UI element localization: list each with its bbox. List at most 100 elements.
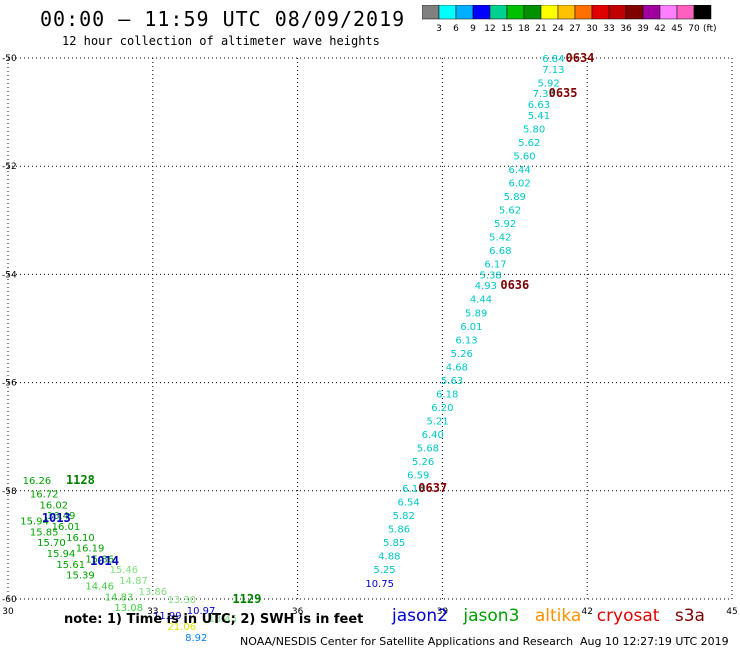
wave-height-point: 5.21 bbox=[426, 416, 448, 427]
wave-height-point: 13.86 bbox=[138, 587, 167, 598]
colorbar-swatch bbox=[693, 5, 712, 20]
wave-height-point: 5.68 bbox=[417, 444, 439, 455]
wave-height-point: 16.02 bbox=[40, 500, 69, 511]
wave-height-point: 6.54 bbox=[397, 498, 419, 509]
wave-height-point: 13.08 bbox=[114, 603, 143, 614]
wave-height-point: 21.06 bbox=[167, 622, 196, 633]
x-tick-label: 39 bbox=[437, 607, 449, 617]
wave-height-point: 16.01 bbox=[52, 522, 81, 533]
wave-height-point: 6.20 bbox=[431, 403, 453, 414]
colorbar-label: 6 bbox=[453, 24, 459, 34]
wave-height-point: 16.19 bbox=[76, 544, 105, 555]
wave-height-point: 6.44 bbox=[508, 165, 530, 176]
wave-height-point: 16.49 bbox=[47, 511, 76, 522]
colorbar-label: 12 bbox=[484, 24, 495, 34]
wave-height-point: 6.84 bbox=[542, 54, 564, 65]
wave-height-point: 10.97 bbox=[187, 606, 216, 617]
colorbar-label: 27 bbox=[569, 24, 580, 34]
wave-height-point: 11.99 bbox=[153, 611, 182, 622]
y-tick-label: -50 bbox=[2, 54, 17, 64]
wave-height-point: 15.61 bbox=[56, 560, 85, 571]
y-tick-label: -56 bbox=[2, 379, 17, 389]
wave-height-point: 4.88 bbox=[378, 552, 400, 563]
wave-height-point: 15.39 bbox=[66, 571, 95, 582]
wave-height-point: 14.87 bbox=[119, 576, 148, 587]
wave-height-point: 5.26 bbox=[451, 349, 473, 360]
colorbar-unit: (ft) bbox=[703, 24, 717, 34]
x-tick-label: 45 bbox=[726, 607, 737, 617]
colorbar: 3 6 9 12 15 18 21 24 27 30 33 36 39 42 45 70 (ft) bbox=[422, 5, 717, 34]
colorbar-label: 15 bbox=[501, 24, 512, 34]
wave-height-point: 5.92 bbox=[494, 219, 516, 230]
wave-height-point: 5.41 bbox=[528, 111, 550, 122]
wave-height-point: 7.13 bbox=[542, 65, 564, 76]
wave-height-point: 5.38 bbox=[480, 270, 502, 281]
wave-height-point: 5.62 bbox=[499, 205, 521, 216]
x-tick-label: 33 bbox=[147, 607, 158, 617]
x-tick-label: 42 bbox=[581, 607, 592, 617]
colorbar-label: 24 bbox=[552, 24, 564, 34]
wave-height-point: 5.26 bbox=[412, 457, 434, 468]
wave-height-point: 5.85 bbox=[383, 538, 405, 549]
colorbar-label: 70 bbox=[688, 24, 700, 34]
legend-altika: altika bbox=[534, 606, 582, 626]
wave-height-point: 5.42 bbox=[489, 233, 511, 244]
y-tick-label: -60 bbox=[2, 595, 17, 605]
plot-frame bbox=[7, 57, 733, 600]
wave-height-point: 5.62 bbox=[518, 138, 540, 149]
wave-height-point: 4.68 bbox=[446, 362, 468, 373]
wave-height-point: 14.46 bbox=[85, 581, 114, 592]
wave-height-point: 5.86 bbox=[388, 525, 410, 536]
wave-height-point: 4.44 bbox=[470, 295, 492, 306]
wave-height-point: 15.70 bbox=[37, 538, 66, 549]
wave-height-point: 6.17 bbox=[484, 260, 506, 271]
wave-height-point: 5.92 bbox=[537, 78, 559, 89]
wave-height-point: 6.18 bbox=[402, 484, 424, 495]
pass-time-label: 1129 bbox=[232, 592, 261, 606]
wave-height-point: 4.93 bbox=[475, 281, 497, 292]
wave-height-point: 8.92 bbox=[185, 633, 207, 644]
colorbar-label: 21 bbox=[535, 24, 546, 34]
colorbar-label: 30 bbox=[586, 24, 598, 34]
wave-height-point: 5.60 bbox=[513, 151, 535, 162]
credit-line: NOAA/NESDIS Center for Satellite Applica… bbox=[240, 635, 574, 648]
wave-height-point: 5.89 bbox=[465, 308, 487, 319]
wave-height-point: 10.75 bbox=[365, 579, 394, 590]
pass-time-label: 1128 bbox=[66, 473, 95, 487]
colorbar-label: 42 bbox=[654, 24, 665, 34]
wave-height-point: 15.94 bbox=[20, 517, 49, 528]
wave-height-point: 14.83 bbox=[105, 592, 134, 603]
wave-height-point: 5.82 bbox=[393, 511, 415, 522]
colorbar-label: 9 bbox=[470, 24, 476, 34]
colorbar-label: 33 bbox=[603, 24, 614, 34]
wave-height-point: 6.01 bbox=[460, 322, 482, 333]
colorbar-label: 45 bbox=[671, 24, 682, 34]
wave-height-point: 15.86 bbox=[85, 554, 114, 565]
pass-time-label: 0634 bbox=[566, 51, 595, 65]
x-tick-label: 36 bbox=[292, 607, 304, 617]
legend-s3a: s3a bbox=[674, 606, 705, 626]
wave-height-point: 6.59 bbox=[407, 471, 429, 482]
wave-height-point: 5.63 bbox=[441, 376, 463, 387]
wave-height-point: 15.94 bbox=[47, 549, 76, 560]
wave-height-point: 6.68 bbox=[489, 246, 511, 257]
colorbar-label: 36 bbox=[620, 24, 632, 34]
legend-cryosat: cryosat bbox=[596, 606, 660, 626]
wave-height-point: 15.85 bbox=[30, 527, 59, 538]
pass-time-label: 0636 bbox=[500, 278, 529, 292]
colorbar-label: 18 bbox=[518, 24, 530, 34]
wave-height-point: 15.46 bbox=[110, 565, 139, 576]
chart-title: 00:00 – 11:59 UTC 08/09/2019 bbox=[40, 7, 406, 31]
pass-time-label: 0637 bbox=[418, 481, 447, 495]
wave-height-point: 5.89 bbox=[504, 192, 526, 203]
wave-height-point: 16.72 bbox=[30, 490, 59, 501]
wave-height-point: 6.18 bbox=[436, 389, 458, 400]
wave-height-point: 7.33 bbox=[533, 89, 555, 100]
colorbar-label: 39 bbox=[637, 24, 649, 34]
wave-height-point: 16.26 bbox=[23, 476, 52, 487]
wave-height-point: 13.30 bbox=[167, 595, 196, 606]
wave-height-point: 16.10 bbox=[66, 533, 95, 544]
pass-time-label: 1013 bbox=[42, 511, 71, 525]
chart-subtitle: 12 hour collection of altimeter wave hei… bbox=[62, 34, 380, 48]
